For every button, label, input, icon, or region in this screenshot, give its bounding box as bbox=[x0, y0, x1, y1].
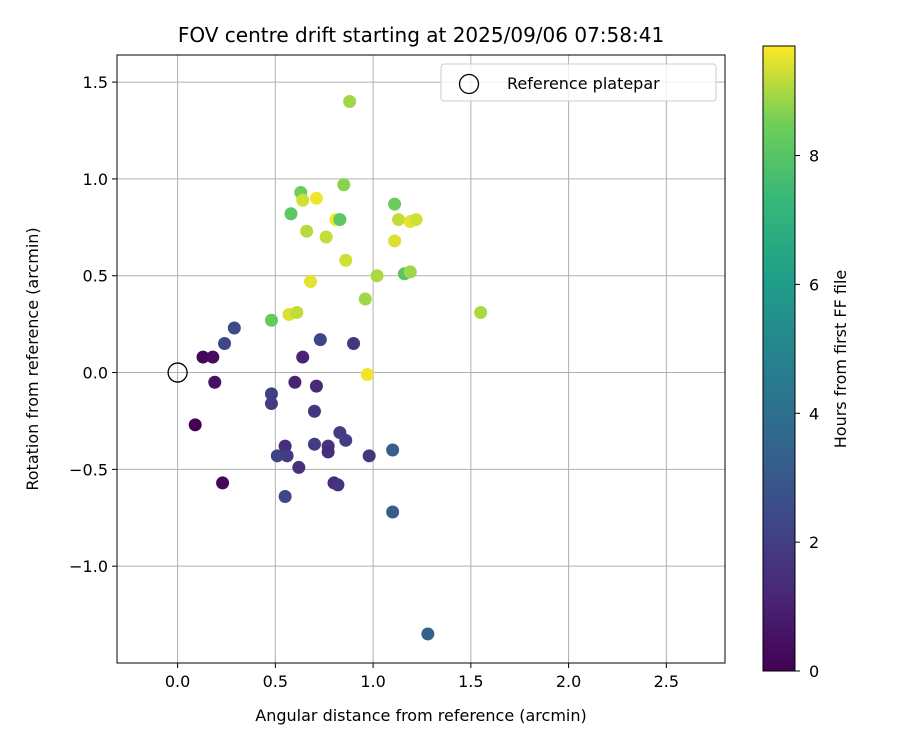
x-tick-label: 0.5 bbox=[263, 672, 288, 691]
y-tick-label: 1.0 bbox=[83, 170, 108, 189]
data-point bbox=[360, 367, 374, 381]
data-point bbox=[313, 333, 327, 347]
data-point bbox=[218, 337, 232, 351]
y-tick-label: −1.0 bbox=[69, 557, 108, 576]
y-tick-label: 0.5 bbox=[83, 267, 108, 286]
x-axis-label: Angular distance from reference (arcmin) bbox=[255, 706, 586, 725]
legend-box bbox=[440, 63, 717, 102]
data-point bbox=[362, 449, 376, 463]
data-point bbox=[264, 397, 278, 411]
data-point bbox=[290, 306, 304, 320]
data-point bbox=[386, 443, 400, 457]
data-point bbox=[264, 387, 278, 401]
data-point bbox=[307, 437, 321, 451]
data-point bbox=[307, 404, 321, 418]
data-point bbox=[309, 379, 323, 393]
data-point bbox=[288, 375, 302, 389]
data-point bbox=[409, 213, 423, 227]
reference-marker-group bbox=[167, 362, 188, 383]
data-point bbox=[421, 627, 435, 641]
colorbar-tick-label: 4 bbox=[809, 404, 819, 423]
data-point bbox=[292, 460, 306, 474]
y-tick-label: 1.5 bbox=[83, 73, 108, 92]
y-axis-label: Rotation from reference (arcmin) bbox=[23, 227, 42, 490]
grid bbox=[117, 55, 725, 663]
data-point bbox=[388, 234, 402, 248]
data-point bbox=[333, 213, 347, 227]
data-point bbox=[343, 94, 357, 108]
reference-marker bbox=[167, 362, 188, 383]
data-point bbox=[331, 478, 345, 492]
data-point bbox=[474, 306, 488, 320]
data-point bbox=[321, 445, 335, 459]
data-point bbox=[196, 350, 210, 364]
axis-ticks: 0.0 0.5 1.0 1.5 2.0 2.5 1.5 1.0 0.5 0.0 −0.5 −1.0 bbox=[69, 73, 679, 691]
data-point bbox=[208, 375, 222, 389]
colorbar-tick-label: 8 bbox=[809, 147, 819, 166]
data-point bbox=[309, 191, 323, 205]
colorbar-tick-label: 6 bbox=[809, 275, 819, 294]
data-point bbox=[216, 476, 230, 490]
x-tick-label: 1.0 bbox=[360, 672, 385, 691]
data-point bbox=[296, 193, 310, 207]
data-point bbox=[227, 321, 241, 335]
x-tick-label: 2.5 bbox=[654, 672, 679, 691]
data-point bbox=[278, 439, 292, 453]
legend-label: Reference platepar bbox=[507, 74, 660, 93]
data-point bbox=[188, 418, 202, 432]
data-point bbox=[392, 213, 406, 227]
data-point bbox=[206, 350, 220, 364]
colorbar bbox=[762, 45, 796, 672]
colorbar-tick-label: 0 bbox=[809, 662, 819, 681]
data-point bbox=[370, 269, 384, 283]
data-point bbox=[300, 224, 314, 238]
data-point bbox=[358, 292, 372, 306]
data-point bbox=[388, 197, 402, 211]
colorbar-tick-label: 2 bbox=[809, 533, 819, 552]
data-point bbox=[319, 230, 333, 244]
data-point bbox=[270, 449, 284, 463]
legend: Reference platepar bbox=[440, 63, 717, 102]
legend-marker-icon bbox=[458, 73, 480, 95]
colorbar-ticks: 0 2 4 6 8 bbox=[795, 147, 819, 681]
data-point bbox=[264, 313, 278, 327]
data-point bbox=[403, 265, 417, 279]
chart-title: FOV centre drift starting at 2025/09/06 … bbox=[178, 23, 664, 47]
x-tick-label: 0.0 bbox=[165, 672, 190, 691]
data-point bbox=[339, 253, 353, 267]
data-point bbox=[296, 350, 310, 364]
y-tick-label: 0.0 bbox=[83, 364, 108, 383]
x-tick-label: 2.0 bbox=[556, 672, 581, 691]
data-point bbox=[347, 337, 361, 351]
data-point bbox=[386, 505, 400, 519]
data-points bbox=[188, 94, 488, 641]
data-point bbox=[278, 489, 292, 503]
x-tick-label: 1.5 bbox=[458, 672, 483, 691]
data-point bbox=[304, 275, 318, 289]
colorbar-label: Hours from first FF file bbox=[831, 270, 850, 449]
data-point bbox=[337, 178, 351, 192]
plot-frame bbox=[116, 54, 726, 664]
data-point bbox=[339, 433, 353, 447]
data-point bbox=[280, 449, 294, 463]
data-point bbox=[284, 207, 298, 221]
y-tick-label: −0.5 bbox=[69, 460, 108, 479]
